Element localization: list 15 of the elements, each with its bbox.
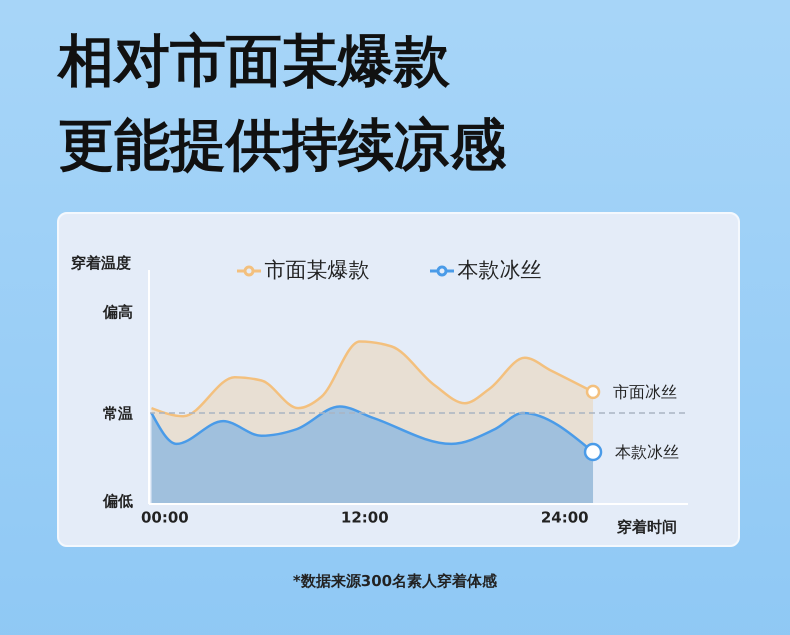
text: 偏低	[102, 492, 133, 510]
x-tick-label: 24:00	[540, 508, 589, 527]
text: *数据来源300名素人穿着体感	[292, 572, 498, 591]
legend-label: 市面某爆款	[264, 258, 370, 282]
x-axis-title: 穿着时间	[617, 518, 677, 537]
chart-subtitle: 更能提供持续凉感	[58, 112, 508, 180]
annotation: 本款冰丝	[615, 442, 680, 462]
text: 偏高	[102, 303, 133, 322]
chart-title: 相对市面某爆款	[58, 28, 451, 96]
ref-line-label: 常温	[103, 404, 133, 422]
legend-label: 本款冰丝	[458, 258, 542, 282]
annotation: 市面冰丝	[613, 382, 678, 402]
y-axis-title: 穿着温度	[71, 254, 131, 273]
x-tick-label: 00:00	[140, 508, 189, 527]
x-tick-label: 12:00	[340, 508, 389, 527]
